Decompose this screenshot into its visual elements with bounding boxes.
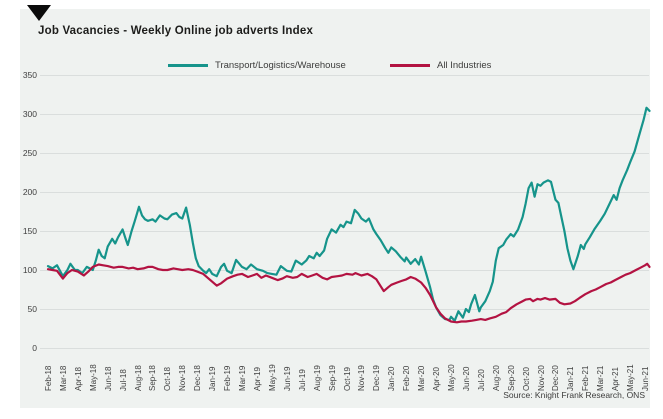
- gridline-y-100: [40, 270, 649, 271]
- x-tick-label: Feb-21: [581, 365, 591, 391]
- x-tick-label: Jun-21: [641, 366, 650, 391]
- x-tick-label: Apr-19: [252, 366, 262, 391]
- x-tick-label: Jan-19: [208, 366, 218, 391]
- gridline-y-0: [40, 348, 649, 349]
- x-tick-label: Mar-20: [417, 365, 427, 391]
- y-tick-label: 250: [22, 148, 37, 158]
- x-tick-label: Apr-18: [73, 366, 83, 391]
- gridline-y-300: [40, 114, 649, 115]
- x-tick-label: Sep-20: [506, 365, 516, 391]
- x-tick-label: May-20: [446, 364, 456, 391]
- gridline-y-250: [40, 153, 649, 154]
- gridline-y-50: [40, 309, 649, 310]
- x-tick-label: Jul-18: [118, 369, 128, 391]
- corner-triangle-icon: [27, 5, 51, 21]
- all-industries-line-swatch: [390, 63, 430, 67]
- y-tick-label: 50: [27, 304, 37, 314]
- x-tick-label: Jan-20: [387, 366, 397, 391]
- x-tick-label: Aug-19: [312, 365, 322, 391]
- x-tick-label: Jul-19: [297, 369, 307, 391]
- x-tick-label: Oct-19: [342, 366, 352, 391]
- x-tick-label: Jan-21: [566, 366, 576, 391]
- x-tick-label: Feb-18: [44, 365, 53, 391]
- x-tick-label: Mar-18: [58, 365, 68, 391]
- x-tick-label: Jun-20: [461, 366, 471, 391]
- y-tick-label: 150: [22, 226, 37, 236]
- x-tick-label: May-19: [267, 364, 277, 391]
- gridline-y-150: [40, 231, 649, 232]
- x-tick-label: Feb-20: [402, 365, 412, 391]
- y-tick-label: 200: [22, 187, 37, 197]
- legend-label-all-industries: All Industries: [437, 59, 492, 71]
- y-tick-label: 300: [22, 109, 37, 119]
- legend-item-transport: Transport/Logistics/Warehouse: [168, 59, 346, 71]
- x-tick-label: Dec-20: [551, 365, 561, 391]
- x-tick-label: Jun-19: [282, 366, 292, 391]
- x-tick-label: Dec-19: [372, 365, 382, 391]
- x-tick-label: Mar-19: [238, 365, 248, 391]
- x-tick-label: Apr-21: [611, 366, 621, 391]
- x-tick-label: Dec-18: [193, 365, 203, 391]
- source-caption: Source: Knight Frank Research, ONS: [503, 390, 645, 400]
- x-tick-label: Oct-20: [521, 366, 531, 391]
- x-tick-label: Sep-18: [148, 365, 158, 391]
- x-tick-label: Nov-19: [357, 365, 367, 391]
- legend-item-all-industries: All Industries: [390, 59, 492, 71]
- x-tick-label: Aug-18: [133, 365, 143, 391]
- x-tick-label: Apr-20: [432, 366, 442, 391]
- y-tick-label: 350: [22, 70, 37, 80]
- gridline-y-200: [40, 192, 649, 193]
- x-tick-label: Nov-18: [178, 365, 188, 391]
- x-tick-label: Feb-19: [223, 365, 233, 391]
- x-tick-label: Oct-18: [163, 366, 173, 391]
- x-tick-label: May-18: [88, 364, 98, 391]
- x-tick-label: Jun-18: [103, 366, 113, 391]
- y-tick-label: 0: [32, 343, 37, 353]
- gridline-y-350: [40, 75, 649, 76]
- x-tick-label: Sep-19: [327, 365, 337, 391]
- x-tick-label: Jul-20: [476, 369, 486, 391]
- y-tick-label: 100: [22, 265, 37, 275]
- x-tick-label: Aug-20: [491, 365, 501, 391]
- x-tick-label: Nov-20: [536, 365, 546, 391]
- x-tick-label: Mar-21: [596, 365, 606, 391]
- legend-label-transport: Transport/Logistics/Warehouse: [215, 59, 346, 71]
- x-tick-label: May-21: [626, 364, 636, 391]
- transport-line-swatch: [168, 63, 208, 67]
- chart-title: Job Vacancies - Weekly Online job advert…: [38, 25, 314, 37]
